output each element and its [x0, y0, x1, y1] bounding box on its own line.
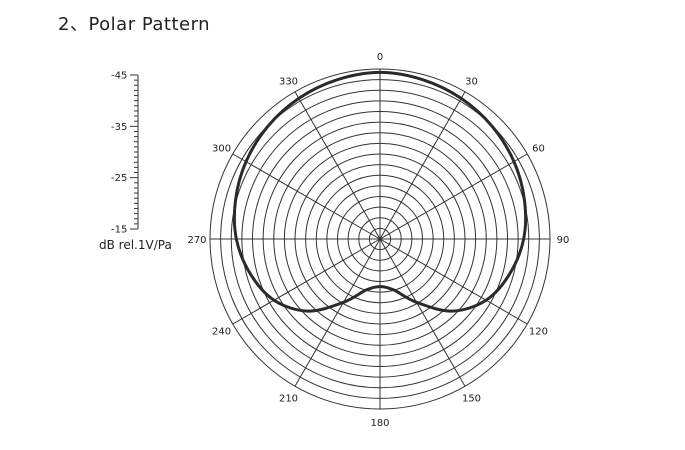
polar-spoke: [294, 91, 381, 240]
polar-spoke: [294, 238, 381, 387]
db-scale-label: -25: [111, 173, 127, 184]
polar-angle-label: 270: [187, 235, 206, 246]
polar-spoke: [379, 91, 466, 240]
db-scale-unit-label: dB rel.1V/Pa: [99, 238, 172, 252]
polar-angle-labels: 0 30 60 90 120 150 180 210 240 270 300 330: [187, 52, 569, 429]
polar-angle-label: 210: [279, 393, 298, 404]
polar-spoke: [379, 238, 466, 387]
polar-pattern-curve: [232, 70, 528, 313]
polar-angle-label: 240: [212, 327, 231, 338]
db-scale-label: -15: [111, 225, 127, 236]
polar-angle-label: 0: [377, 52, 383, 63]
polar-spoke: [232, 153, 381, 240]
polar-spoke: [379, 153, 528, 240]
db-scale-label: -35: [111, 122, 127, 133]
polar-spokes: [210, 69, 550, 409]
polar-curve-group: [232, 70, 528, 313]
polar-angle-label: 30: [465, 77, 478, 88]
page-title: 2、Polar Pattern: [58, 14, 211, 35]
db-scale-label: -45: [111, 71, 127, 82]
db-scale-ruler: -45 -35 -25 -15: [111, 71, 139, 236]
polar-angle-label: 150: [462, 393, 481, 404]
polar-angle-label: 120: [529, 327, 548, 338]
polar-spoke: [232, 238, 381, 325]
polar-angle-label: 90: [557, 235, 570, 246]
polar-spoke: [379, 238, 528, 325]
polar-angle-label: 60: [532, 144, 545, 155]
polar-angle-label: 180: [370, 418, 389, 429]
polar-angle-label: 300: [212, 144, 231, 155]
polar-angle-label: 330: [279, 77, 298, 88]
